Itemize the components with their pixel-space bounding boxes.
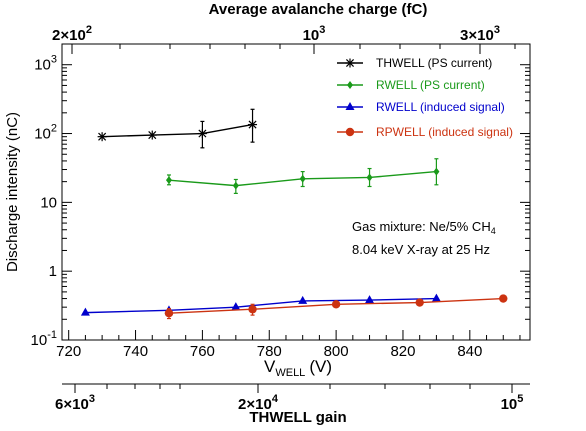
- top-tick-label: 2×102: [52, 24, 92, 44]
- x-tick-label: 800: [324, 343, 349, 360]
- x-axis-title: VWELL (V): [264, 357, 332, 379]
- y-tick-label: 103: [34, 54, 57, 74]
- data-point: [164, 309, 174, 318]
- plot-frame: [61, 43, 531, 341]
- data-point: [148, 131, 157, 140]
- y-axis-title: Discharge intensity (nC): [4, 112, 21, 272]
- gain-tick-label-base: 10: [255, 396, 272, 413]
- data-point: [365, 295, 375, 304]
- data-point: [165, 176, 172, 185]
- series-2: [80, 293, 441, 316]
- y-tick-label: 10-1: [31, 329, 57, 349]
- legend-label: RPWELL (induced signal): [376, 125, 513, 139]
- top-tick-label: 3×103: [460, 24, 500, 44]
- data-point: [431, 293, 441, 302]
- gain-tick-label-mantissa: 2×: [238, 396, 255, 413]
- gain-tick-label-base: 10: [72, 396, 89, 413]
- annotation-xray: 8.04 keV X-ray at 25 Hz: [352, 242, 490, 257]
- x-tick-label: 760: [190, 343, 215, 360]
- annotation-gas-mixture: Gas mixture: Ne/5% CH4: [352, 219, 496, 236]
- gain-tick-label: 2×104: [238, 393, 279, 413]
- gain-tick-label: 105: [501, 393, 524, 413]
- annotation-gas-mixture-text: Gas mixture: Ne/5% CH: [352, 219, 491, 234]
- data-point: [331, 300, 341, 309]
- data-point: [231, 302, 241, 311]
- y-tick-label-exp: 3: [51, 54, 57, 66]
- top-tick-label: 103: [303, 24, 326, 44]
- data-point: [198, 129, 207, 138]
- top-tick-label-mantissa: 2×: [52, 27, 69, 44]
- data-point: [248, 305, 257, 314]
- top-tick-label-base: 10: [303, 27, 320, 44]
- bottom-axis-title: THWELL gain: [249, 409, 346, 426]
- top-tick-label-base: 10: [477, 27, 494, 44]
- gain-tick-label-exp: 3: [89, 393, 95, 405]
- gain-tick-label-base: 10: [501, 396, 518, 413]
- legend-marker: [345, 58, 355, 68]
- x-axis-title-sub: WELL: [275, 367, 305, 379]
- y-tick-label-exp: 2: [51, 123, 57, 135]
- y-tick-label-base: 10: [34, 57, 51, 74]
- data-point: [433, 167, 440, 176]
- legend-label: THWELL (PS current): [376, 56, 492, 70]
- data-point: [298, 295, 308, 304]
- data-point: [80, 307, 90, 316]
- x-axis-title-main: V: [264, 357, 276, 376]
- y-tick-label-base: 10: [40, 194, 57, 211]
- gain-tick-label: 6×103: [55, 393, 95, 413]
- top-tick-label-exp: 3: [319, 24, 325, 36]
- y-tick-label: 10: [40, 194, 57, 211]
- top-tick-label-exp: 3: [494, 24, 500, 36]
- x-tick-label: 840: [457, 343, 482, 360]
- legend-marker: [347, 81, 353, 89]
- series-1: [165, 158, 440, 194]
- legend-marker: [345, 102, 355, 110]
- x-tick-label: 740: [123, 343, 148, 360]
- legend-marker: [345, 127, 355, 137]
- gain-tick-label-mantissa: 6×: [55, 396, 72, 413]
- y-tick-label-base: 10: [31, 332, 48, 349]
- top-axis-title: Average avalanche charge (fC): [209, 1, 428, 18]
- data-point: [415, 298, 424, 307]
- legend-label: RWELL (induced signal): [376, 100, 505, 114]
- series-line: [102, 123, 253, 138]
- top-tick-label-base: 10: [69, 27, 86, 44]
- series-3: [164, 294, 508, 320]
- gain-tick-label-exp: 5: [517, 393, 523, 405]
- y-tick-label-base: 10: [34, 126, 51, 143]
- data-point: [98, 132, 107, 141]
- y-tick-label: 1: [49, 263, 57, 280]
- data-point: [248, 120, 257, 129]
- data-point: [499, 294, 508, 303]
- series-line: [85, 297, 437, 314]
- legend-label: RWELL (PS current): [376, 78, 485, 92]
- top-tick-label-mantissa: 3×: [460, 27, 477, 44]
- y-tick-label-exp: -1: [47, 329, 57, 341]
- data-point: [232, 181, 239, 190]
- gain-tick-label-exp: 4: [272, 393, 279, 405]
- y-tick-label: 102: [34, 123, 57, 143]
- data-point: [299, 174, 306, 183]
- series-0: [97, 108, 258, 149]
- x-axis-title-unit: (V): [309, 357, 332, 376]
- legend: THWELL (PS current) RWELL (PS current) RWE…: [337, 56, 513, 139]
- top-tick-label-exp: 2: [86, 24, 92, 36]
- data-point: [366, 173, 373, 182]
- annotation-gas-mixture-sub: 4: [491, 226, 496, 236]
- x-tick-label: 780: [257, 343, 282, 360]
- x-tick-label: 720: [56, 343, 81, 360]
- y-tick-label-base: 1: [49, 263, 57, 280]
- x-tick-label: 820: [390, 343, 415, 360]
